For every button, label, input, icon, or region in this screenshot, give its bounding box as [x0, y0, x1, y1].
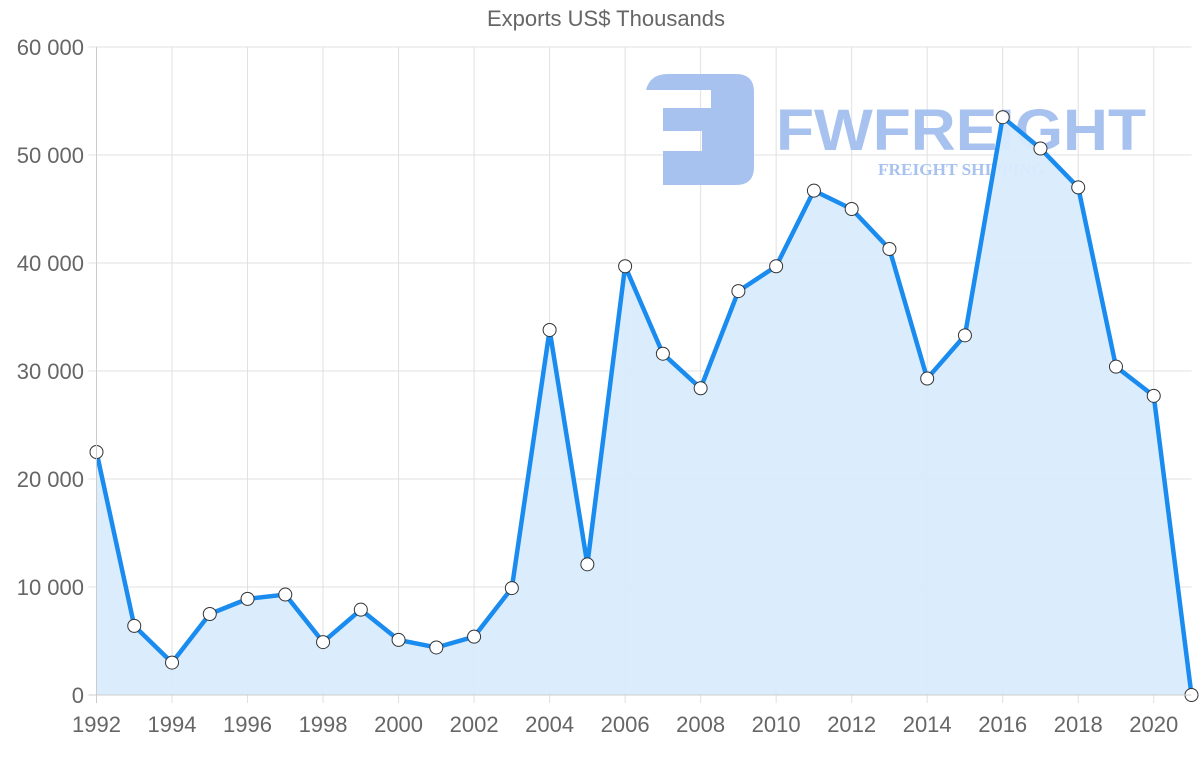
- chart-title: Exports US$ Thousands: [486, 6, 726, 31]
- y-tick-label: 60 000: [17, 35, 84, 60]
- x-tick-label: 2000: [374, 712, 423, 737]
- data-point-marker: [429, 640, 444, 655]
- x-tick-label: 2002: [450, 712, 499, 737]
- x-tick-label: 1994: [148, 712, 197, 737]
- data-point-marker: [240, 591, 255, 606]
- data-point-marker: [1033, 141, 1048, 156]
- data-point-marker: [957, 328, 972, 343]
- x-tick-label: 2018: [1054, 712, 1103, 737]
- data-point-marker: [806, 183, 821, 198]
- fwfreight-logo-icon: [646, 74, 754, 185]
- x-tick-label: 1998: [299, 712, 348, 737]
- data-point-marker: [580, 557, 595, 572]
- x-tick-label: 2020: [1129, 712, 1178, 737]
- data-point-marker: [655, 346, 670, 361]
- y-tick-label: 40 000: [17, 251, 84, 276]
- data-point-marker: [1071, 180, 1086, 195]
- x-tick-label: 2004: [525, 712, 574, 737]
- x-tick-label: 1996: [223, 712, 272, 737]
- data-point-marker: [882, 241, 897, 256]
- data-point-marker: [693, 381, 708, 396]
- x-tick-label: 2008: [676, 712, 725, 737]
- y-tick-label: 10 000: [17, 575, 84, 600]
- watermark-brand-text: FWFREIGHT: [776, 98, 1146, 163]
- data-point-marker: [202, 607, 217, 621]
- data-point-marker: [278, 587, 293, 602]
- data-point-marker: [731, 284, 746, 299]
- data-point-marker: [995, 110, 1010, 125]
- data-point-marker: [1146, 388, 1161, 403]
- data-point-marker: [618, 259, 633, 274]
- area-fill: [96, 117, 1192, 695]
- x-tick-label: 2010: [752, 712, 801, 737]
- data-point-marker: [844, 202, 859, 216]
- x-axis: 1992 1994 1996 1998 2000 2002 2004 2006 2008 2010…: [72, 694, 1192, 737]
- x-tick-label: 1992: [72, 712, 121, 737]
- x-tick-label: 2016: [978, 712, 1027, 737]
- data-point-marker: [353, 602, 368, 617]
- area-fill-path: [96, 117, 1192, 695]
- x-tick-label: 2012: [827, 712, 876, 737]
- data-point-marker: [769, 259, 784, 274]
- data-points: [89, 110, 1199, 702]
- data-point-marker: [391, 632, 406, 647]
- data-point-marker: [1108, 359, 1123, 374]
- x-tick-label: 2006: [601, 712, 650, 737]
- x-tick-label: 2014: [903, 712, 952, 737]
- y-tick-label: 20 000: [17, 467, 84, 492]
- data-point-marker: [542, 322, 557, 337]
- data-point-marker: [504, 581, 519, 596]
- data-point-marker: [165, 655, 180, 670]
- y-tick-label: 30 000: [17, 359, 84, 384]
- data-point-marker: [127, 618, 142, 633]
- y-tick-label: 0: [72, 683, 84, 708]
- watermark: FWFREIGHT FREIGHT SHIPPING: [646, 74, 1146, 185]
- y-tick-label: 50 000: [17, 143, 84, 168]
- data-point-marker: [316, 635, 331, 650]
- data-point-marker: [920, 371, 935, 386]
- y-axis: 0 10 000 20 000 30 000 40 000 50 000 60 000: [17, 35, 97, 708]
- data-point-marker: [467, 629, 482, 644]
